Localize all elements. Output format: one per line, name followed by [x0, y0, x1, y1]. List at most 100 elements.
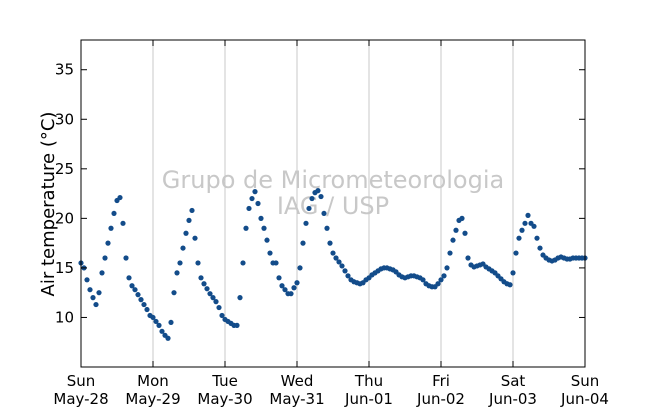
data-point [87, 287, 93, 293]
data-point [159, 328, 165, 334]
x-tick-label: Tue May-30 [197, 372, 252, 408]
watermark: Grupo de Micrometeorologia IAG / USP [162, 166, 504, 220]
data-point [84, 277, 90, 283]
data-point [333, 255, 339, 261]
data-point [330, 250, 336, 256]
watermark-line2: IAG / USP [277, 192, 389, 220]
data-point [534, 235, 540, 241]
data-point [201, 281, 207, 287]
watermark-line1: Grupo de Micrometeorologia [162, 166, 504, 194]
data-point [108, 225, 114, 231]
data-point [129, 283, 135, 289]
data-point [126, 275, 132, 281]
data-point [291, 285, 297, 291]
data-point [315, 188, 321, 194]
data-point [459, 215, 465, 221]
x-tick-label: Sun May-28 [53, 372, 108, 408]
data-point [321, 210, 327, 217]
data-point [519, 227, 525, 233]
plot-frame [80, 39, 586, 368]
data-point [342, 268, 348, 274]
data-points [78, 188, 588, 341]
data-point [99, 270, 105, 276]
data-point [219, 312, 225, 319]
data-point [144, 306, 150, 313]
x-axis-ticks: Sun May-28 Mon May-29 Tue May-30 Wed May-31 Thu J… [53, 40, 609, 408]
data-point [303, 220, 309, 226]
data-point [336, 259, 342, 265]
data-point [267, 250, 273, 256]
data-point [522, 220, 528, 226]
data-point [96, 290, 102, 296]
data-point [462, 230, 468, 236]
data-point [465, 255, 471, 261]
data-point [105, 240, 111, 246]
data-point [309, 195, 315, 202]
data-point [450, 237, 456, 243]
data-point [240, 260, 246, 266]
y-tick-label: 20 [55, 209, 74, 227]
data-point [249, 195, 255, 202]
data-point [279, 283, 285, 289]
data-point [246, 205, 252, 212]
data-point [537, 245, 543, 251]
x-tick-label: Mon May-29 [125, 372, 180, 408]
data-point [117, 194, 123, 201]
data-point [234, 322, 240, 328]
data-point [447, 250, 453, 256]
data-point [255, 200, 261, 207]
data-point [150, 314, 156, 321]
data-point [531, 223, 537, 229]
data-point [120, 220, 126, 226]
y-axis-label: Air temperature (°C) [38, 112, 59, 297]
data-point [438, 277, 444, 283]
y-axis-ticks: 10 15 20 25 30 35 [55, 61, 585, 326]
data-point [180, 245, 186, 251]
data-point [441, 273, 447, 279]
data-point [177, 260, 183, 266]
y-tick-label: 35 [55, 61, 74, 79]
data-point [300, 240, 306, 246]
vertical-grid [152, 40, 514, 367]
data-point [93, 301, 99, 308]
y-tick-label: 15 [55, 259, 74, 277]
x-tick-label: Thu Jun-01 [344, 372, 393, 408]
data-point [216, 304, 222, 311]
data-point [243, 225, 249, 231]
data-point [186, 217, 192, 223]
data-point [339, 263, 345, 269]
data-point [171, 290, 177, 296]
data-point [189, 207, 195, 214]
data-point [282, 287, 288, 293]
x-tick-label: Wed May-31 [269, 372, 324, 408]
data-point [273, 260, 279, 266]
data-point [183, 230, 189, 236]
data-point [237, 295, 243, 301]
y-tick-label: 30 [55, 110, 74, 128]
data-point [141, 301, 147, 308]
x-tick-label: Sat Jun-03 [488, 372, 537, 408]
data-point [513, 250, 519, 256]
data-point [135, 292, 141, 298]
data-point [138, 297, 144, 303]
data-point [252, 189, 258, 195]
data-point [420, 277, 426, 283]
data-point [297, 265, 303, 271]
data-point [318, 193, 324, 200]
data-point [444, 265, 450, 271]
data-point [327, 240, 333, 246]
data-point [258, 215, 264, 221]
data-point [288, 291, 294, 297]
y-tick-label: 10 [55, 308, 74, 326]
data-point [345, 273, 351, 279]
data-point [213, 299, 219, 305]
y-tick-label: 25 [55, 160, 74, 178]
data-point [174, 270, 180, 276]
data-point [516, 235, 522, 241]
data-point [264, 237, 270, 243]
data-point [90, 295, 96, 301]
data-point [210, 295, 216, 301]
data-point [324, 225, 330, 231]
data-point [132, 287, 138, 293]
